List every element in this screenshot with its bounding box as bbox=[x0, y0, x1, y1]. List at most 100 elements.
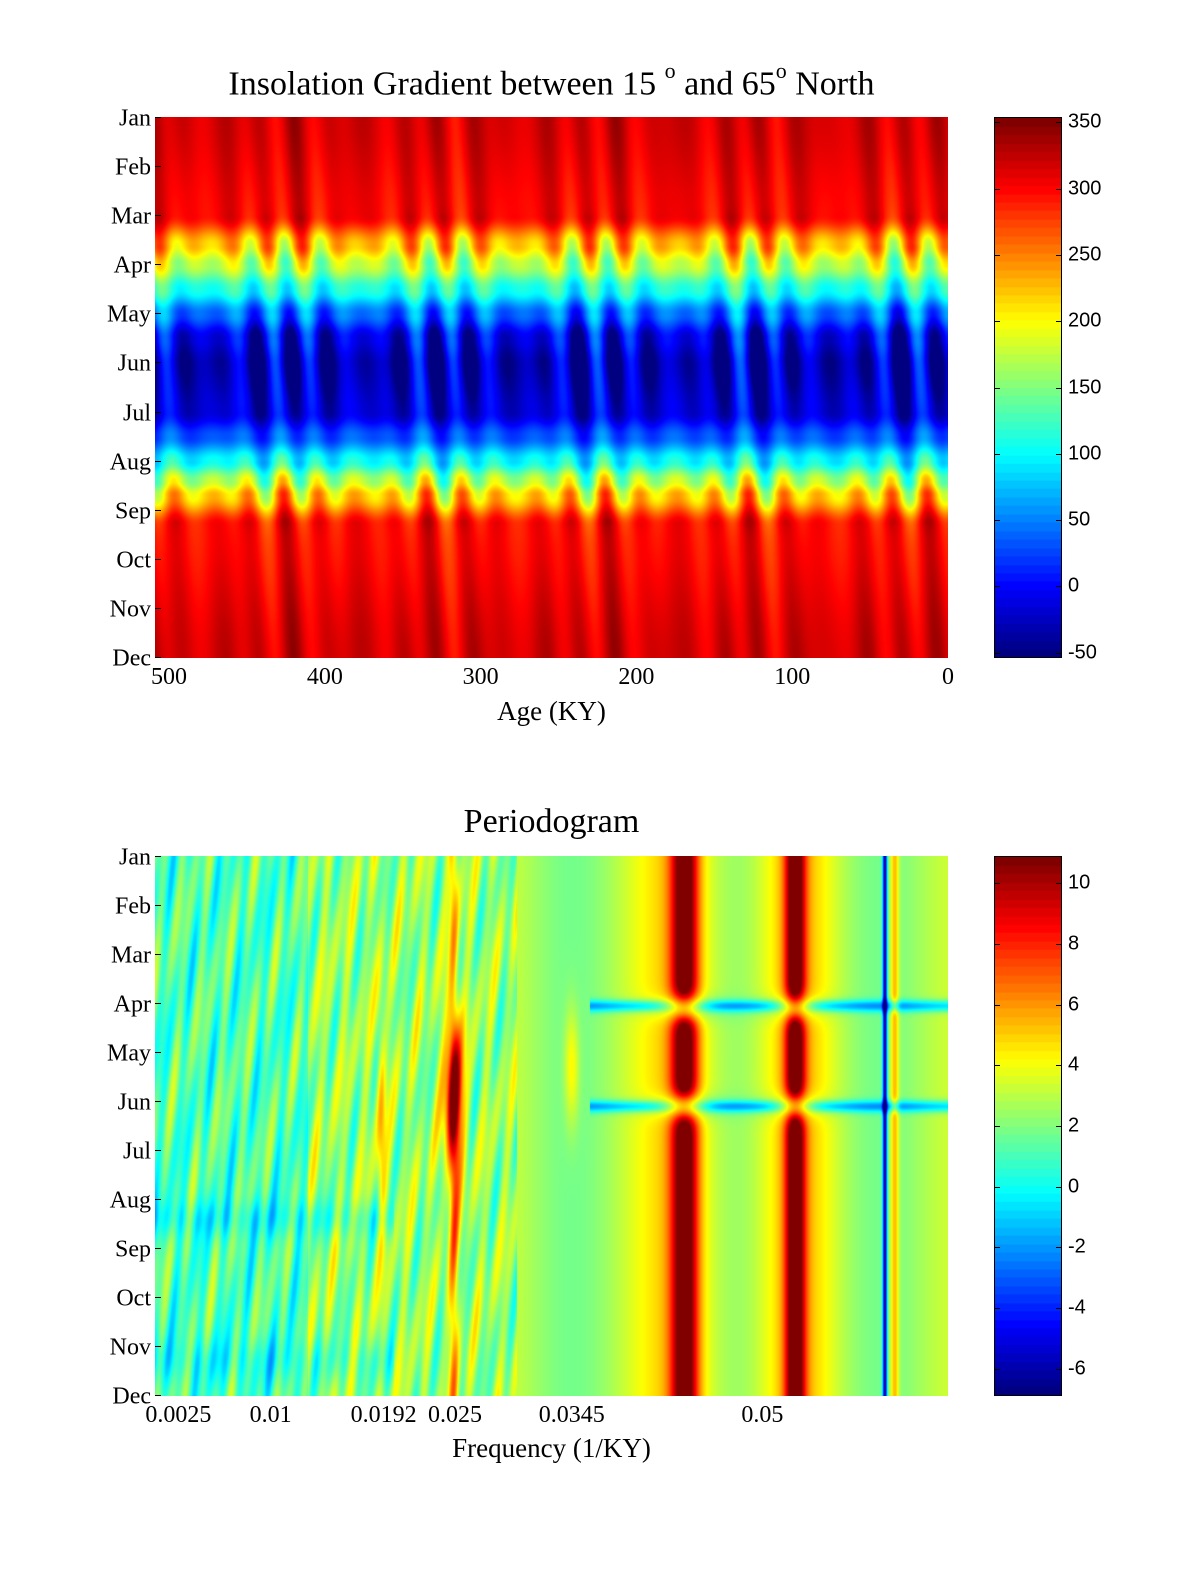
y-tick-label: Jan bbox=[119, 844, 151, 871]
y-tick-label: Mar bbox=[111, 203, 151, 230]
colorbar-tick-mark bbox=[1056, 453, 1062, 455]
y-tick-mark bbox=[155, 558, 161, 560]
colorbar-tick-mark bbox=[1056, 1004, 1062, 1006]
x-tick-label: 400 bbox=[306, 664, 343, 690]
colorbar-tick-mark bbox=[1056, 1368, 1062, 1370]
y-tick-mark bbox=[155, 1101, 161, 1102]
colorbar-tick-mark bbox=[1056, 122, 1062, 124]
colorbar-tick-mark bbox=[994, 387, 1000, 389]
x-tick-label: 100 bbox=[774, 664, 811, 690]
colorbar-tick-mark bbox=[994, 321, 1000, 323]
x-tick-label: 0.025 bbox=[427, 1402, 482, 1428]
colorbar-tick-mark bbox=[994, 1247, 1000, 1249]
y-tick-mark bbox=[155, 166, 161, 168]
title-part: Insolation Gradient between 15 bbox=[228, 65, 665, 103]
colorbar-tick-mark bbox=[994, 586, 1000, 588]
y-tick-label: Dec bbox=[112, 1383, 151, 1410]
colorbar-tick-mark bbox=[994, 1065, 1000, 1067]
y-tick-label: Aug bbox=[109, 1187, 151, 1214]
x-tick-label: 0 bbox=[942, 664, 954, 690]
y-tick-label: Feb bbox=[115, 893, 151, 920]
colorbar-tick-mark bbox=[994, 1004, 1000, 1006]
y-tick-mark bbox=[155, 362, 161, 364]
y-tick-mark bbox=[155, 1395, 161, 1396]
colorbar-tick-mark bbox=[1056, 1186, 1062, 1188]
x-tick-label: 300 bbox=[462, 664, 499, 690]
chart-title-insolation: Insolation Gradient between 15 o and 65o… bbox=[155, 58, 948, 103]
colorbar-tick-mark bbox=[994, 188, 1000, 190]
colorbar-tick-label: 6 bbox=[1068, 993, 1080, 1016]
y-tick-label: May bbox=[107, 301, 151, 328]
colorbar-tick-mark bbox=[994, 1126, 1000, 1127]
colorbar-tick-mark bbox=[1056, 387, 1062, 389]
y-tick-mark bbox=[155, 1199, 161, 1200]
y-tick-label: Apr bbox=[113, 252, 151, 279]
y-tick-mark bbox=[155, 1346, 161, 1347]
colorbar-tick-mark bbox=[1056, 1247, 1062, 1249]
x-tick-label: 200 bbox=[618, 664, 655, 690]
colorbar-tick-label: -4 bbox=[1068, 1296, 1086, 1319]
title-part: North bbox=[786, 65, 875, 103]
y-tick-mark bbox=[155, 1052, 161, 1053]
y-tick-label: May bbox=[107, 1040, 151, 1067]
x-tick-label: 0.05 bbox=[741, 1402, 784, 1428]
colorbar-tick-mark bbox=[1056, 1065, 1062, 1067]
y-tick-mark bbox=[155, 411, 161, 413]
y-tick-label: Oct bbox=[116, 547, 151, 574]
y-tick-mark bbox=[155, 215, 161, 217]
y-tick-mark bbox=[155, 117, 161, 118]
y-tick-label: Jun bbox=[117, 1089, 151, 1116]
y-tick-label: Dec bbox=[112, 645, 151, 672]
y-tick-label: Mar bbox=[111, 942, 151, 969]
y-tick-mark bbox=[155, 954, 161, 955]
colorbar-tick-mark bbox=[1056, 586, 1062, 588]
x-tick-label: 0.0192 bbox=[350, 1402, 417, 1428]
x-axis-title-frequency: Frequency (1/KY) bbox=[452, 1433, 651, 1463]
colorbar-tick-label: 350 bbox=[1068, 110, 1102, 133]
y-tick-label: Oct bbox=[116, 1285, 151, 1312]
y-tick-mark bbox=[155, 509, 161, 511]
colorbar-tick-mark bbox=[1056, 1126, 1062, 1127]
colorbar-tick-mark bbox=[994, 1186, 1000, 1188]
colorbar-tick-mark bbox=[994, 520, 1000, 522]
colorbar-tick-mark bbox=[994, 122, 1000, 124]
y-tick-mark bbox=[155, 1003, 161, 1004]
y-tick-label: Sep bbox=[115, 1236, 151, 1263]
x-tick-label: 0.0345 bbox=[538, 1402, 605, 1428]
y-tick-label: Apr bbox=[113, 991, 151, 1018]
colorbar-periodogram bbox=[994, 856, 1062, 1396]
colorbar-tick-mark bbox=[994, 943, 1000, 945]
periodogram-heatmap bbox=[155, 856, 948, 1396]
colorbar-tick-label: 0 bbox=[1068, 574, 1080, 597]
colorbar-tick-mark bbox=[994, 453, 1000, 455]
y-tick-mark bbox=[155, 1150, 161, 1151]
y-tick-label: Jan bbox=[119, 105, 151, 132]
colorbar-tick-mark bbox=[1056, 1308, 1062, 1310]
colorbar-tick-mark bbox=[994, 883, 1000, 885]
degree-symbol: o bbox=[775, 58, 787, 83]
colorbar-tick-label: 10 bbox=[1068, 871, 1091, 894]
colorbar-insolation bbox=[994, 117, 1062, 658]
y-tick-label: Jun bbox=[117, 350, 151, 377]
colorbar-tick-label: -2 bbox=[1068, 1235, 1086, 1258]
insolation-heatmap bbox=[155, 117, 948, 658]
y-tick-mark bbox=[155, 1248, 161, 1249]
colorbar-tick-mark bbox=[1056, 321, 1062, 323]
x-tick-label: 0.0025 bbox=[145, 1402, 212, 1428]
colorbar-tick-mark bbox=[1056, 883, 1062, 885]
colorbar-tick-mark bbox=[994, 254, 1000, 256]
y-tick-mark bbox=[155, 856, 161, 857]
x-axis-title-age: Age (KY) bbox=[497, 696, 606, 726]
colorbar-tick-label: 2 bbox=[1068, 1114, 1080, 1137]
colorbar-tick-label: 0 bbox=[1068, 1175, 1080, 1198]
y-tick-mark bbox=[155, 1297, 161, 1298]
degree-symbol: o bbox=[664, 58, 676, 83]
colorbar-tick-label: 100 bbox=[1068, 442, 1102, 465]
colorbar-tick-label: 8 bbox=[1068, 932, 1080, 955]
colorbar-tick-mark bbox=[1056, 652, 1062, 654]
colorbar-tick-label: 50 bbox=[1068, 508, 1091, 531]
y-tick-label: Nov bbox=[109, 596, 151, 623]
colorbar-tick-mark bbox=[994, 1368, 1000, 1370]
colorbar-tick-mark bbox=[1056, 943, 1062, 945]
